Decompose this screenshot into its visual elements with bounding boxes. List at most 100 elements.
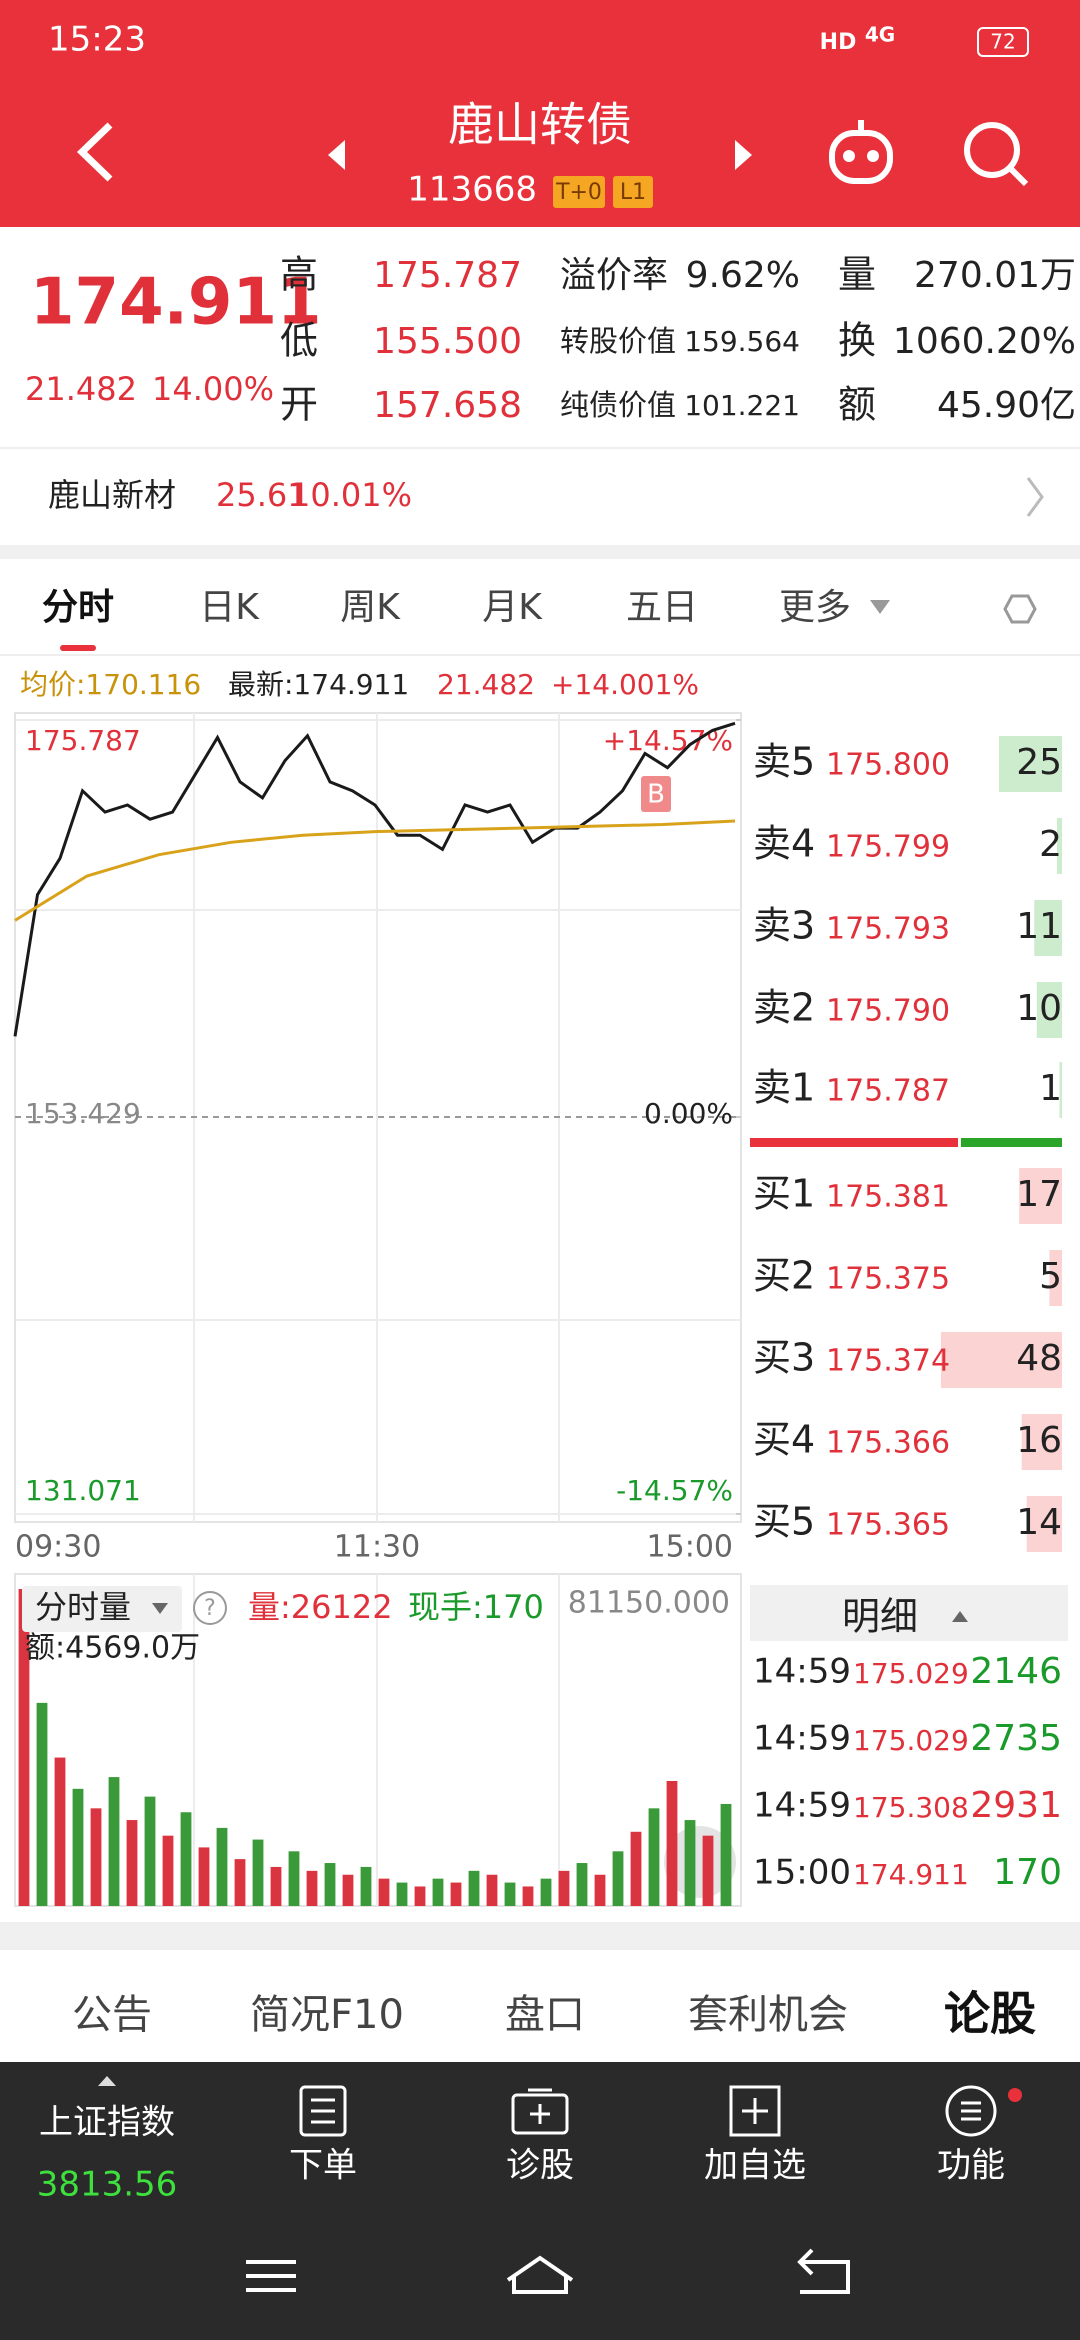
y-tick-label: 131.071 bbox=[25, 1474, 141, 1507]
hand-value: 现手:170 bbox=[408, 1588, 544, 1626]
book-volume: 14 bbox=[1016, 1502, 1062, 1543]
stat-value: 1060.20% bbox=[893, 321, 1076, 362]
stat-label: 低 bbox=[280, 319, 318, 363]
bottom-tab[interactable]: 盘口 bbox=[505, 1992, 585, 2038]
volume-bar bbox=[360, 1866, 372, 1906]
chart-tab[interactable]: 更多 bbox=[779, 587, 851, 628]
back-button[interactable] bbox=[76, 122, 113, 182]
volume-bar bbox=[324, 1863, 336, 1906]
volume-bar bbox=[252, 1839, 264, 1906]
chart-tab[interactable]: 分时 bbox=[42, 587, 114, 628]
trade-price: 175.029 bbox=[853, 1724, 969, 1757]
volume-bar bbox=[108, 1777, 120, 1906]
depth-bar bbox=[1036, 982, 1062, 1038]
stat-value: 157.658 bbox=[373, 385, 522, 426]
book-label: 卖1 bbox=[753, 1066, 815, 1110]
volume-label-bg bbox=[22, 1586, 182, 1632]
volume-bar bbox=[414, 1886, 426, 1906]
y-tick-label: 153.429 bbox=[25, 1097, 141, 1130]
book-label: 卖2 bbox=[753, 986, 815, 1030]
last-price: 174.911 bbox=[30, 266, 322, 340]
stat-label: 溢价率 bbox=[560, 255, 668, 296]
buy-marker: B bbox=[647, 780, 665, 810]
help-icon[interactable] bbox=[193, 1591, 227, 1625]
chart-tab[interactable]: 周K bbox=[340, 587, 401, 628]
chart-tab[interactable]: 日K bbox=[199, 587, 260, 628]
stat-label: 开 bbox=[280, 383, 318, 427]
nav-item[interactable]: 加自选 bbox=[704, 2146, 806, 2186]
index-name[interactable]: 上证指数 bbox=[39, 2103, 175, 2143]
volume-bar bbox=[90, 1808, 102, 1906]
stock-title: 鹿山转债 bbox=[448, 98, 632, 152]
book-price: 175.374 bbox=[826, 1344, 950, 1379]
fullscreen-button[interactable] bbox=[664, 1826, 736, 1898]
avg-line bbox=[14, 819, 736, 922]
bottom-tab[interactable]: 论股 bbox=[944, 1987, 1036, 2041]
expand-arrow[interactable] bbox=[98, 2076, 116, 2086]
buy-marker-bg bbox=[641, 776, 671, 812]
nav-item[interactable]: 诊股 bbox=[506, 2146, 574, 2186]
trade-volume: 170 bbox=[993, 1852, 1062, 1893]
help-mark: ? bbox=[204, 1596, 216, 1621]
badge bbox=[1008, 2088, 1022, 2102]
volume-bar bbox=[180, 1812, 192, 1906]
depth-bar bbox=[1034, 900, 1062, 956]
book-label: 卖4 bbox=[753, 822, 815, 866]
volume-bar bbox=[684, 1820, 696, 1906]
nav-icons bbox=[299, 2085, 997, 2137]
book-price: 175.787 bbox=[826, 1074, 950, 1109]
next-button[interactable] bbox=[735, 140, 752, 170]
volume-bar bbox=[486, 1874, 498, 1906]
stat-label: 高 bbox=[280, 253, 318, 297]
x-tick-label: 11:30 bbox=[334, 1530, 420, 1565]
volume-bar bbox=[666, 1780, 678, 1906]
dropdown-arrow bbox=[152, 1603, 168, 1614]
change-label: 21.482 bbox=[437, 668, 535, 701]
bottom-tab[interactable]: 简况F10 bbox=[250, 1992, 404, 2038]
bottom-tab[interactable]: 套利机会 bbox=[688, 1992, 848, 2038]
nav-item[interactable]: 下单 bbox=[289, 2146, 357, 2186]
volume-bar bbox=[450, 1882, 462, 1906]
robot-icon[interactable] bbox=[829, 120, 893, 184]
status-network: HD bbox=[820, 30, 857, 55]
trade-time: 14:59 bbox=[753, 1719, 851, 1759]
search-icon[interactable] bbox=[964, 122, 1029, 187]
tab-indicator bbox=[60, 645, 96, 651]
trade-price: 175.308 bbox=[853, 1791, 969, 1824]
stat-value: 270.01万 bbox=[914, 255, 1076, 296]
volume-bar bbox=[396, 1882, 408, 1906]
volume-label[interactable]: 分时量 bbox=[35, 1588, 131, 1626]
volume-bar bbox=[198, 1847, 210, 1906]
volume-value: 量:26122 bbox=[248, 1588, 393, 1626]
volume-bar bbox=[558, 1870, 570, 1906]
trade-time: 14:59 bbox=[753, 1786, 851, 1826]
book-label: 买4 bbox=[753, 1418, 815, 1462]
chart-tab[interactable]: 五日 bbox=[626, 587, 698, 628]
tag-bg bbox=[613, 176, 653, 208]
prev-button[interactable] bbox=[328, 140, 345, 170]
section-divider bbox=[0, 1922, 1080, 1950]
price-change: 21.482 bbox=[25, 370, 137, 408]
book-price: 175.800 bbox=[826, 748, 950, 783]
settings-icon[interactable] bbox=[1003, 594, 1037, 624]
battery-frame bbox=[977, 27, 1029, 57]
stat-label: 量 bbox=[838, 253, 876, 297]
bottom-tab[interactable]: 公告 bbox=[72, 1992, 152, 2038]
volume-bar bbox=[144, 1796, 156, 1906]
chevron[interactable] bbox=[1026, 477, 1044, 517]
spread-bar-red bbox=[750, 1138, 958, 1147]
trade-volume: 2735 bbox=[970, 1718, 1062, 1759]
book-label: 卖5 bbox=[753, 740, 815, 784]
trade-volume: 2931 bbox=[970, 1785, 1062, 1826]
trade-price: 175.029 bbox=[853, 1657, 969, 1690]
trade-price: 174.911 bbox=[853, 1858, 969, 1891]
nav-item[interactable]: 功能 bbox=[937, 2146, 1005, 2186]
price-line bbox=[13, 721, 736, 1037]
book-price: 175.366 bbox=[826, 1426, 950, 1461]
volume-bar bbox=[270, 1866, 282, 1906]
chart-tab[interactable]: 月K bbox=[482, 587, 543, 628]
stat-value: 101.221 bbox=[684, 389, 800, 422]
change-pct-label: +14.001% bbox=[551, 668, 699, 701]
